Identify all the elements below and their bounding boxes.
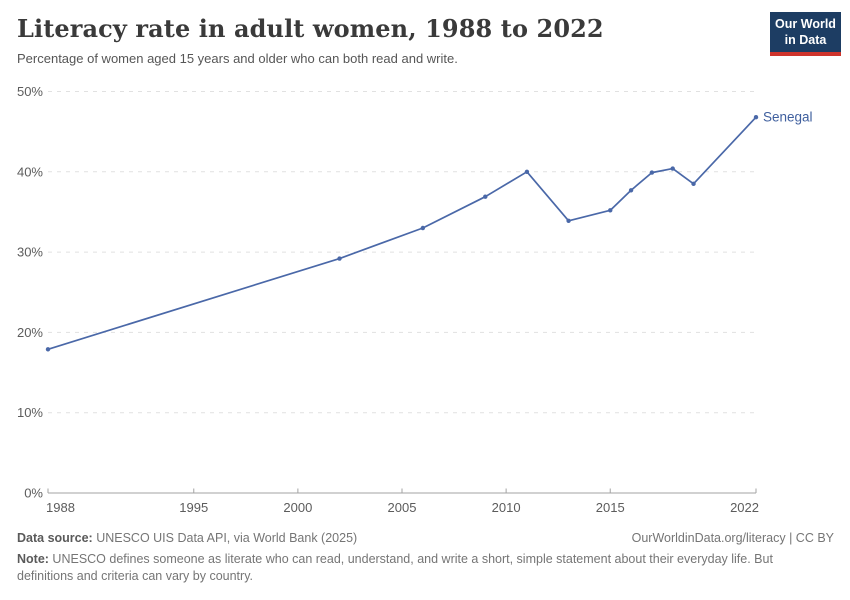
owid-logo-line2: in Data	[784, 32, 827, 47]
y-axis-tick-label: 0%	[24, 486, 43, 501]
owid-logo[interactable]: Our World in Data	[770, 12, 841, 57]
data-source-text: UNESCO UIS Data API, via World Bank (202…	[92, 531, 358, 545]
data-point[interactable]	[670, 166, 675, 171]
data-point[interactable]	[691, 181, 696, 187]
chart-subtitle: Percentage of women aged 15 years and ol…	[17, 50, 458, 66]
data-point[interactable]	[420, 225, 426, 231]
y-axis-tick-label: 30%	[17, 245, 43, 260]
y-axis-tick-label: 10%	[17, 405, 43, 420]
page-title: Literacy rate in adult women, 1988 to 20…	[17, 14, 604, 43]
x-axis-tick-label: 1995	[179, 500, 208, 515]
data-point[interactable]	[753, 114, 759, 120]
y-axis-tick-label: 20%	[17, 325, 43, 340]
note-text: UNESCO defines someone as literate who c…	[17, 552, 773, 583]
data-source-label: Data source:	[17, 531, 93, 545]
data-point[interactable]	[608, 208, 613, 213]
x-axis-tick-label: 2022	[730, 500, 759, 515]
x-axis-tick-label: 2005	[388, 500, 417, 515]
note-label: Note:	[17, 552, 49, 567]
line-chart[interactable]: 0% 10% 20% 30% 40% 50% 1988 1995 2000 2005 2010 201…	[0, 0, 850, 530]
data-point[interactable]	[649, 170, 655, 175]
x-axis-tick-label: 1988	[46, 500, 75, 515]
series-line[interactable]	[47, 116, 757, 351]
data-point[interactable]	[524, 169, 530, 174]
x-axis-tick-label: 2000	[283, 500, 312, 515]
data-point[interactable]	[337, 256, 342, 261]
y-axis-tick-label: 40%	[17, 164, 43, 179]
y-axis-tick-label: 50%	[17, 84, 43, 99]
attribution-link[interactable]: OurWorldinData.org/literacy | CC BY	[631, 531, 834, 545]
owid-logo-line1: Our World	[775, 17, 836, 31]
data-source-line: Data source: UNESCO UIS Data API, via Wo…	[17, 530, 357, 546]
data-point[interactable]	[566, 218, 571, 223]
data-point[interactable]	[45, 347, 51, 352]
data-point[interactable]	[483, 194, 488, 199]
x-axis-tick-label: 2015	[596, 500, 625, 515]
chart-footer: Data source: UNESCO UIS Data API, via Wo…	[17, 530, 834, 584]
series-end-label[interactable]: Senegal	[763, 110, 813, 125]
data-point[interactable]	[628, 188, 634, 193]
chart-header: Literacy rate in adult women, 1988 to 20…	[17, 15, 750, 67]
x-axis-tick-label: 2010	[492, 500, 521, 515]
chart-note: Note: UNESCO defines someone as literate…	[17, 551, 781, 584]
